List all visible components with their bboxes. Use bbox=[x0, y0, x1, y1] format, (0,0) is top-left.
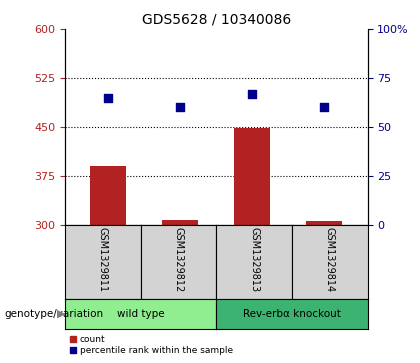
Text: GSM1329811: GSM1329811 bbox=[98, 227, 108, 293]
Text: GSM1329814: GSM1329814 bbox=[325, 227, 335, 293]
Title: GDS5628 / 10340086: GDS5628 / 10340086 bbox=[142, 12, 291, 26]
Bar bbox=[306, 221, 342, 225]
Text: wild type: wild type bbox=[117, 309, 165, 319]
Point bbox=[105, 95, 112, 101]
Legend: count, percentile rank within the sample: count, percentile rank within the sample bbox=[70, 335, 233, 355]
Text: ▶: ▶ bbox=[57, 309, 65, 319]
Text: genotype/variation: genotype/variation bbox=[4, 309, 103, 319]
Point bbox=[249, 91, 256, 97]
Text: GSM1329813: GSM1329813 bbox=[249, 227, 259, 293]
Bar bbox=[162, 220, 198, 225]
Point bbox=[321, 105, 328, 110]
Bar bbox=[234, 129, 270, 225]
Text: Rev-erbα knockout: Rev-erbα knockout bbox=[243, 309, 341, 319]
Text: GSM1329812: GSM1329812 bbox=[173, 227, 184, 293]
Bar bbox=[90, 166, 126, 225]
Point bbox=[177, 105, 184, 110]
